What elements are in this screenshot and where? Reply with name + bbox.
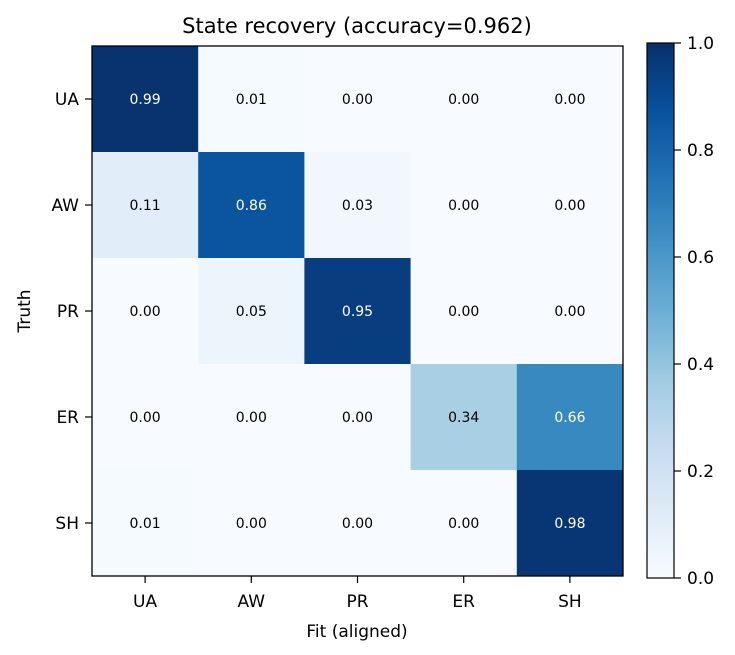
x-axis-label: Fit (aligned) <box>306 622 407 642</box>
heatmap-cell <box>410 364 518 471</box>
heatmap-cell <box>92 152 199 259</box>
y-tick-label: UA <box>55 90 79 110</box>
heatmap-cell <box>516 152 624 259</box>
cell-value-label: 0.98 <box>554 516 585 532</box>
heatmap-cell <box>304 46 412 153</box>
heatmap-value-labels: 0.99 0.01 0.00 0.00 0.00 0.11 0.86 0.03 0.00 0.00… <box>130 92 586 532</box>
cell-value-label: 0.00 <box>342 92 373 108</box>
heatmap-cell <box>92 46 199 153</box>
heatmap-cell <box>92 470 199 577</box>
y-axis-ticks: UA AW PR ER SH <box>51 90 92 534</box>
heatmap-cell <box>198 152 305 259</box>
cell-value-label: 0.03 <box>342 198 373 214</box>
heatmap-cell <box>198 364 305 471</box>
heatmap-cells <box>92 46 624 577</box>
cell-value-label: 0.05 <box>236 304 267 320</box>
cell-value-label: 0.00 <box>448 198 479 214</box>
chart-title: State recovery (accuracy=0.962) <box>182 14 532 38</box>
cell-value-label: 0.00 <box>554 304 585 320</box>
colorbar-tick-label: 0.2 <box>687 462 714 482</box>
x-tick-label: AW <box>238 592 266 612</box>
cell-value-label: 0.99 <box>130 92 161 108</box>
cell-value-label: 0.00 <box>554 92 585 108</box>
colorbar <box>646 42 675 579</box>
cell-value-label: 0.01 <box>236 92 267 108</box>
y-tick-label: AW <box>51 196 79 216</box>
heatmap-cell <box>410 46 518 153</box>
x-tick-label: SH <box>558 592 582 612</box>
cell-value-label: 0.00 <box>448 92 479 108</box>
heatmap-cell <box>92 258 199 365</box>
cell-value-label: 0.00 <box>448 516 479 532</box>
cell-value-label: 0.00 <box>554 198 585 214</box>
cell-value-label: 0.01 <box>130 516 161 532</box>
heatmap-cell <box>410 470 518 577</box>
heatmap-cell <box>516 470 624 577</box>
cell-value-label: 0.95 <box>342 304 373 320</box>
x-tick-label: ER <box>452 592 475 612</box>
y-tick-label: ER <box>56 408 79 428</box>
colorbar-ticks: 0.0 0.2 0.4 0.6 0.8 1.0 <box>674 34 714 589</box>
cell-value-label: 0.00 <box>236 410 267 426</box>
x-tick-label: PR <box>346 592 368 612</box>
heatmap-cell <box>304 258 412 365</box>
heatmap-cell <box>304 470 412 577</box>
cell-value-label: 0.00 <box>342 516 373 532</box>
colorbar-tick-label: 0.4 <box>687 355 714 375</box>
cell-value-label: 0.00 <box>130 304 161 320</box>
colorbar-tick-label: 0.0 <box>687 569 714 589</box>
cell-value-label: 0.34 <box>448 410 479 426</box>
cell-value-label: 0.00 <box>236 516 267 532</box>
x-axis-ticks: UA AW PR ER SH <box>133 576 582 612</box>
cell-value-label: 0.86 <box>236 198 267 214</box>
heatmap-cell <box>304 152 412 259</box>
colorbar-tick-label: 0.6 <box>687 248 714 268</box>
heatmap-cell <box>198 46 305 153</box>
colorbar-tick-label: 0.8 <box>687 141 714 161</box>
y-tick-label: PR <box>57 302 79 322</box>
heatmap-cell <box>516 46 624 153</box>
x-tick-label: UA <box>133 592 157 612</box>
y-tick-label: SH <box>55 514 79 534</box>
heatmap-cell <box>410 152 518 259</box>
cell-value-label: 0.11 <box>130 198 161 214</box>
heatmap-cell <box>304 364 412 471</box>
heatmap-cell <box>198 258 305 365</box>
y-axis-label: Truth <box>15 289 35 333</box>
heatmap-cell <box>516 258 624 365</box>
cell-value-label: 0.00 <box>342 410 373 426</box>
heatmap-cell <box>198 470 305 577</box>
heatmap-cell <box>410 258 518 365</box>
colorbar-tick-label: 1.0 <box>687 34 714 54</box>
heatmap-cell <box>92 364 199 471</box>
cell-value-label: 0.00 <box>130 410 161 426</box>
cell-value-label: 0.66 <box>554 410 585 426</box>
heatmap-cell <box>516 364 624 471</box>
cell-value-label: 0.00 <box>448 304 479 320</box>
